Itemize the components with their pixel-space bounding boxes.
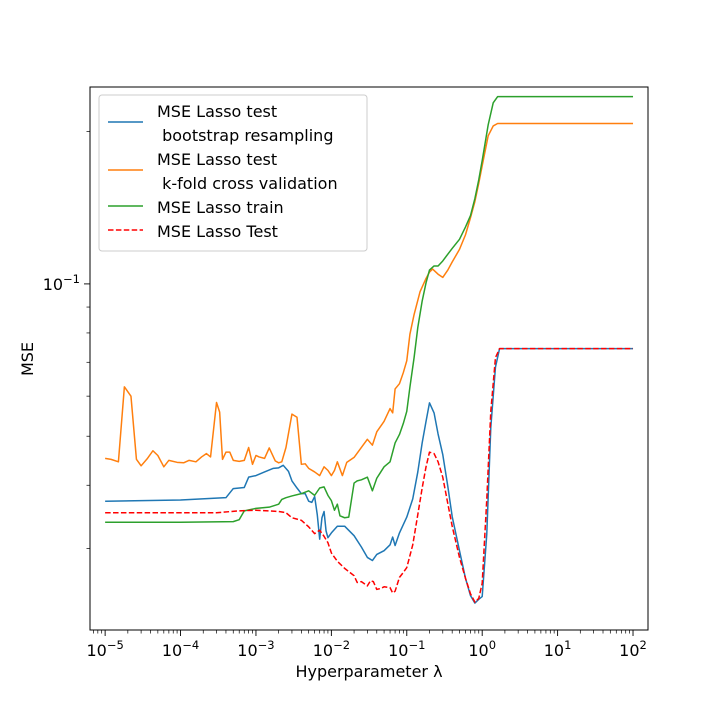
x-tick-label: 102 (619, 638, 647, 660)
legend-label-3: MSE Lasso train (157, 198, 284, 217)
x-tick-label: 101 (544, 638, 572, 660)
series-line-1 (105, 347, 634, 604)
legend-label-2: MSE Lasso test k-fold cross validation (157, 150, 338, 193)
series-line-4 (105, 347, 634, 603)
x-tick-label: 10−5 (86, 638, 123, 660)
x-axis-label: Hyperparameter λ (295, 662, 442, 681)
y-tick-label: 10−1 (43, 272, 80, 294)
legend: MSE Lasso test bootstrap resampling MSE L… (98, 94, 368, 252)
series-layer (105, 95, 634, 604)
series-line-2 (105, 122, 634, 477)
y-axis-label: MSE (18, 342, 37, 376)
x-tick-label: 10−2 (313, 638, 350, 660)
series-line-3 (105, 95, 634, 524)
legend-label-4: MSE Lasso Test (157, 222, 278, 241)
x-tick-label: 10−4 (162, 638, 199, 660)
y-axis-ticks: 10−1 (43, 131, 90, 549)
x-tick-label: 10−3 (237, 638, 274, 660)
x-tick-label: 10−1 (388, 638, 425, 660)
plot-area-frame (89, 86, 649, 631)
legend-box (98, 94, 368, 252)
x-tick-label: 100 (468, 638, 496, 660)
x-axis-ticks: 10−5 10−4 10−3 10−2 10−1 100 101 102 (86, 630, 647, 660)
legend-label-1: MSE Lasso test bootstrap resampling (157, 102, 333, 145)
